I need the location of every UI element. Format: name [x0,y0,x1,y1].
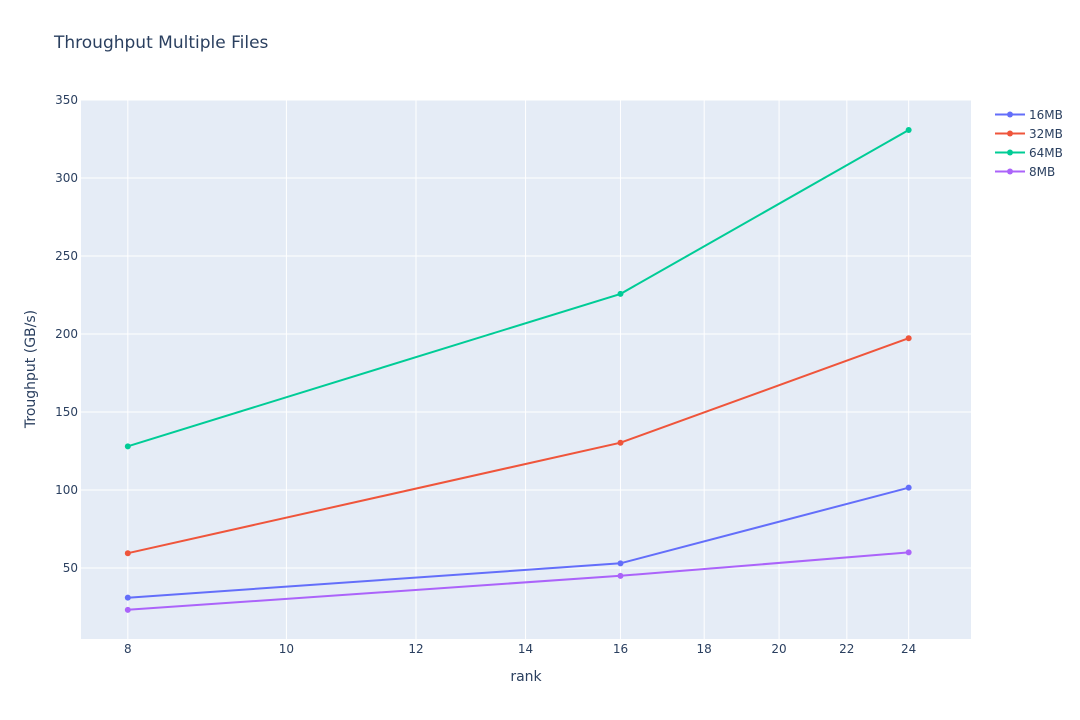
x-tick-label: 20 [771,642,786,656]
y-tick-label: 350 [55,93,78,107]
data-point-16mb[interactable] [617,560,624,567]
chart-title: Throughput Multiple Files [54,33,269,53]
legend-swatch [995,130,1025,137]
data-point-64mb[interactable] [617,290,624,297]
data-point-16mb[interactable] [124,594,131,601]
data-point-64mb[interactable] [124,443,131,450]
series-layer [124,126,912,613]
legend-swatch [995,149,1025,156]
x-axis-label: rank [510,669,542,685]
y-tick-label: 250 [55,249,78,263]
y-axis-label: Troughput (GB/s) [23,310,39,429]
legend-label: 64MB [1029,145,1063,160]
x-tick-label: 18 [697,642,712,656]
data-point-32mb[interactable] [124,550,131,557]
y-tick-label: 300 [55,171,78,185]
x-tick-label: 14 [518,642,533,656]
x-tick-label: 24 [901,642,916,656]
y-tick-label: 200 [55,327,78,341]
data-point-8mb[interactable] [905,549,912,556]
legend-item-8mb[interactable]: 8MB [993,162,1063,181]
legend-label: 16MB [1029,107,1063,122]
data-point-32mb[interactable] [617,439,624,446]
data-point-16mb[interactable] [905,484,912,491]
y-tick-label: 150 [55,405,78,419]
x-tick-label: 10 [279,642,294,656]
legend-item-32mb[interactable]: 32MB [993,124,1063,143]
data-point-8mb[interactable] [617,572,624,579]
legend-label: 8MB [1029,164,1056,179]
legend-item-64mb[interactable]: 64MB [993,143,1063,162]
x-tick-label: 16 [613,642,628,656]
legend-swatch [995,111,1025,118]
y-tick-label: 100 [55,483,78,497]
legend-item-16mb[interactable]: 16MB [993,105,1063,124]
tick-layer: 8 10 12 14 16 18 20 22 24 50 100 150 200 250 300 350 [55,93,916,656]
data-point-8mb[interactable] [124,606,131,613]
x-tick-label: 22 [839,642,854,656]
y-tick-label: 50 [63,561,78,575]
legend-swatch [995,168,1025,175]
data-point-64mb[interactable] [905,126,912,133]
x-tick-label: 12 [408,642,423,656]
legend-label: 32MB [1029,126,1063,141]
legend: 16MB 32MB 64MB 8MB [993,105,1063,181]
x-tick-label: 8 [124,642,132,656]
grid-layer [81,99,971,639]
data-point-32mb[interactable] [905,335,912,342]
